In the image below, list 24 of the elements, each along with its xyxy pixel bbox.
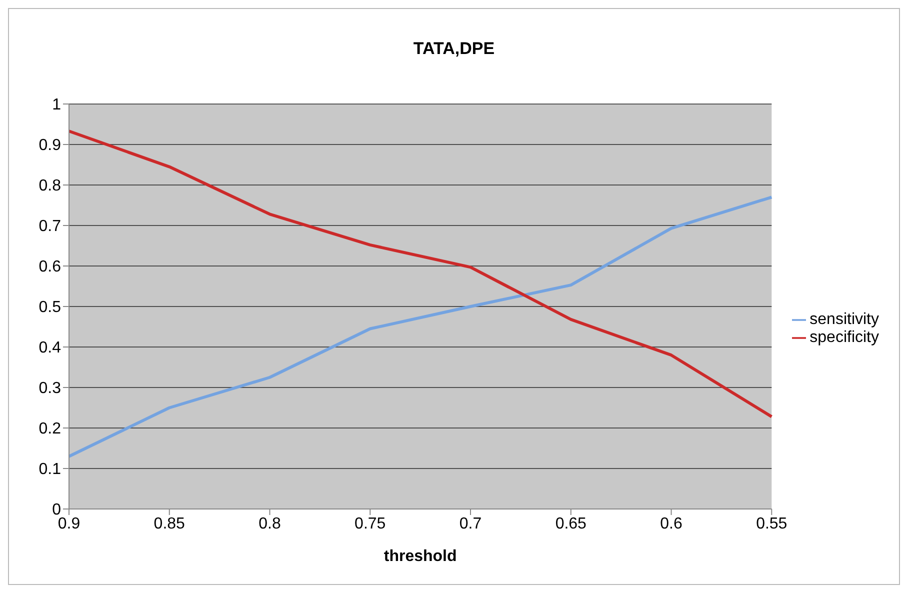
y-tick-label: 0.5 [38,299,62,316]
chart-title: TATA,DPE [412,39,496,60]
y-tick-label: 0.2 [38,420,62,438]
x-tick-label: 0.65 [555,515,587,532]
y-tick-label: 0.3 [38,380,62,398]
x-tick-label: 0.75 [354,515,386,532]
x-tick-label: 0.8 [258,515,281,532]
y-tick-label: 0.9 [38,137,62,154]
legend-label: specificity [810,329,879,346]
line-series [68,130,774,418]
line-series [68,196,774,458]
y-tick-label: 0.7 [38,218,62,236]
x-tick-label: 0.85 [154,515,186,532]
y-tick-label: 0.4 [38,340,62,357]
y-tick-label: 1 [52,96,62,114]
y-tick-label: 0.1 [38,461,62,478]
x-tick-label: 0.7 [459,515,482,532]
y-tick-label: 0.6 [38,258,62,276]
x-tick-label: 0.55 [756,515,788,532]
x-tick-label: 0.6 [660,515,682,532]
x-axis-title: threshold [384,548,457,565]
y-tick-label: 0 [52,502,62,519]
legend-label: sensitivity [810,311,879,328]
y-tick-label: 0.8 [38,178,62,195]
